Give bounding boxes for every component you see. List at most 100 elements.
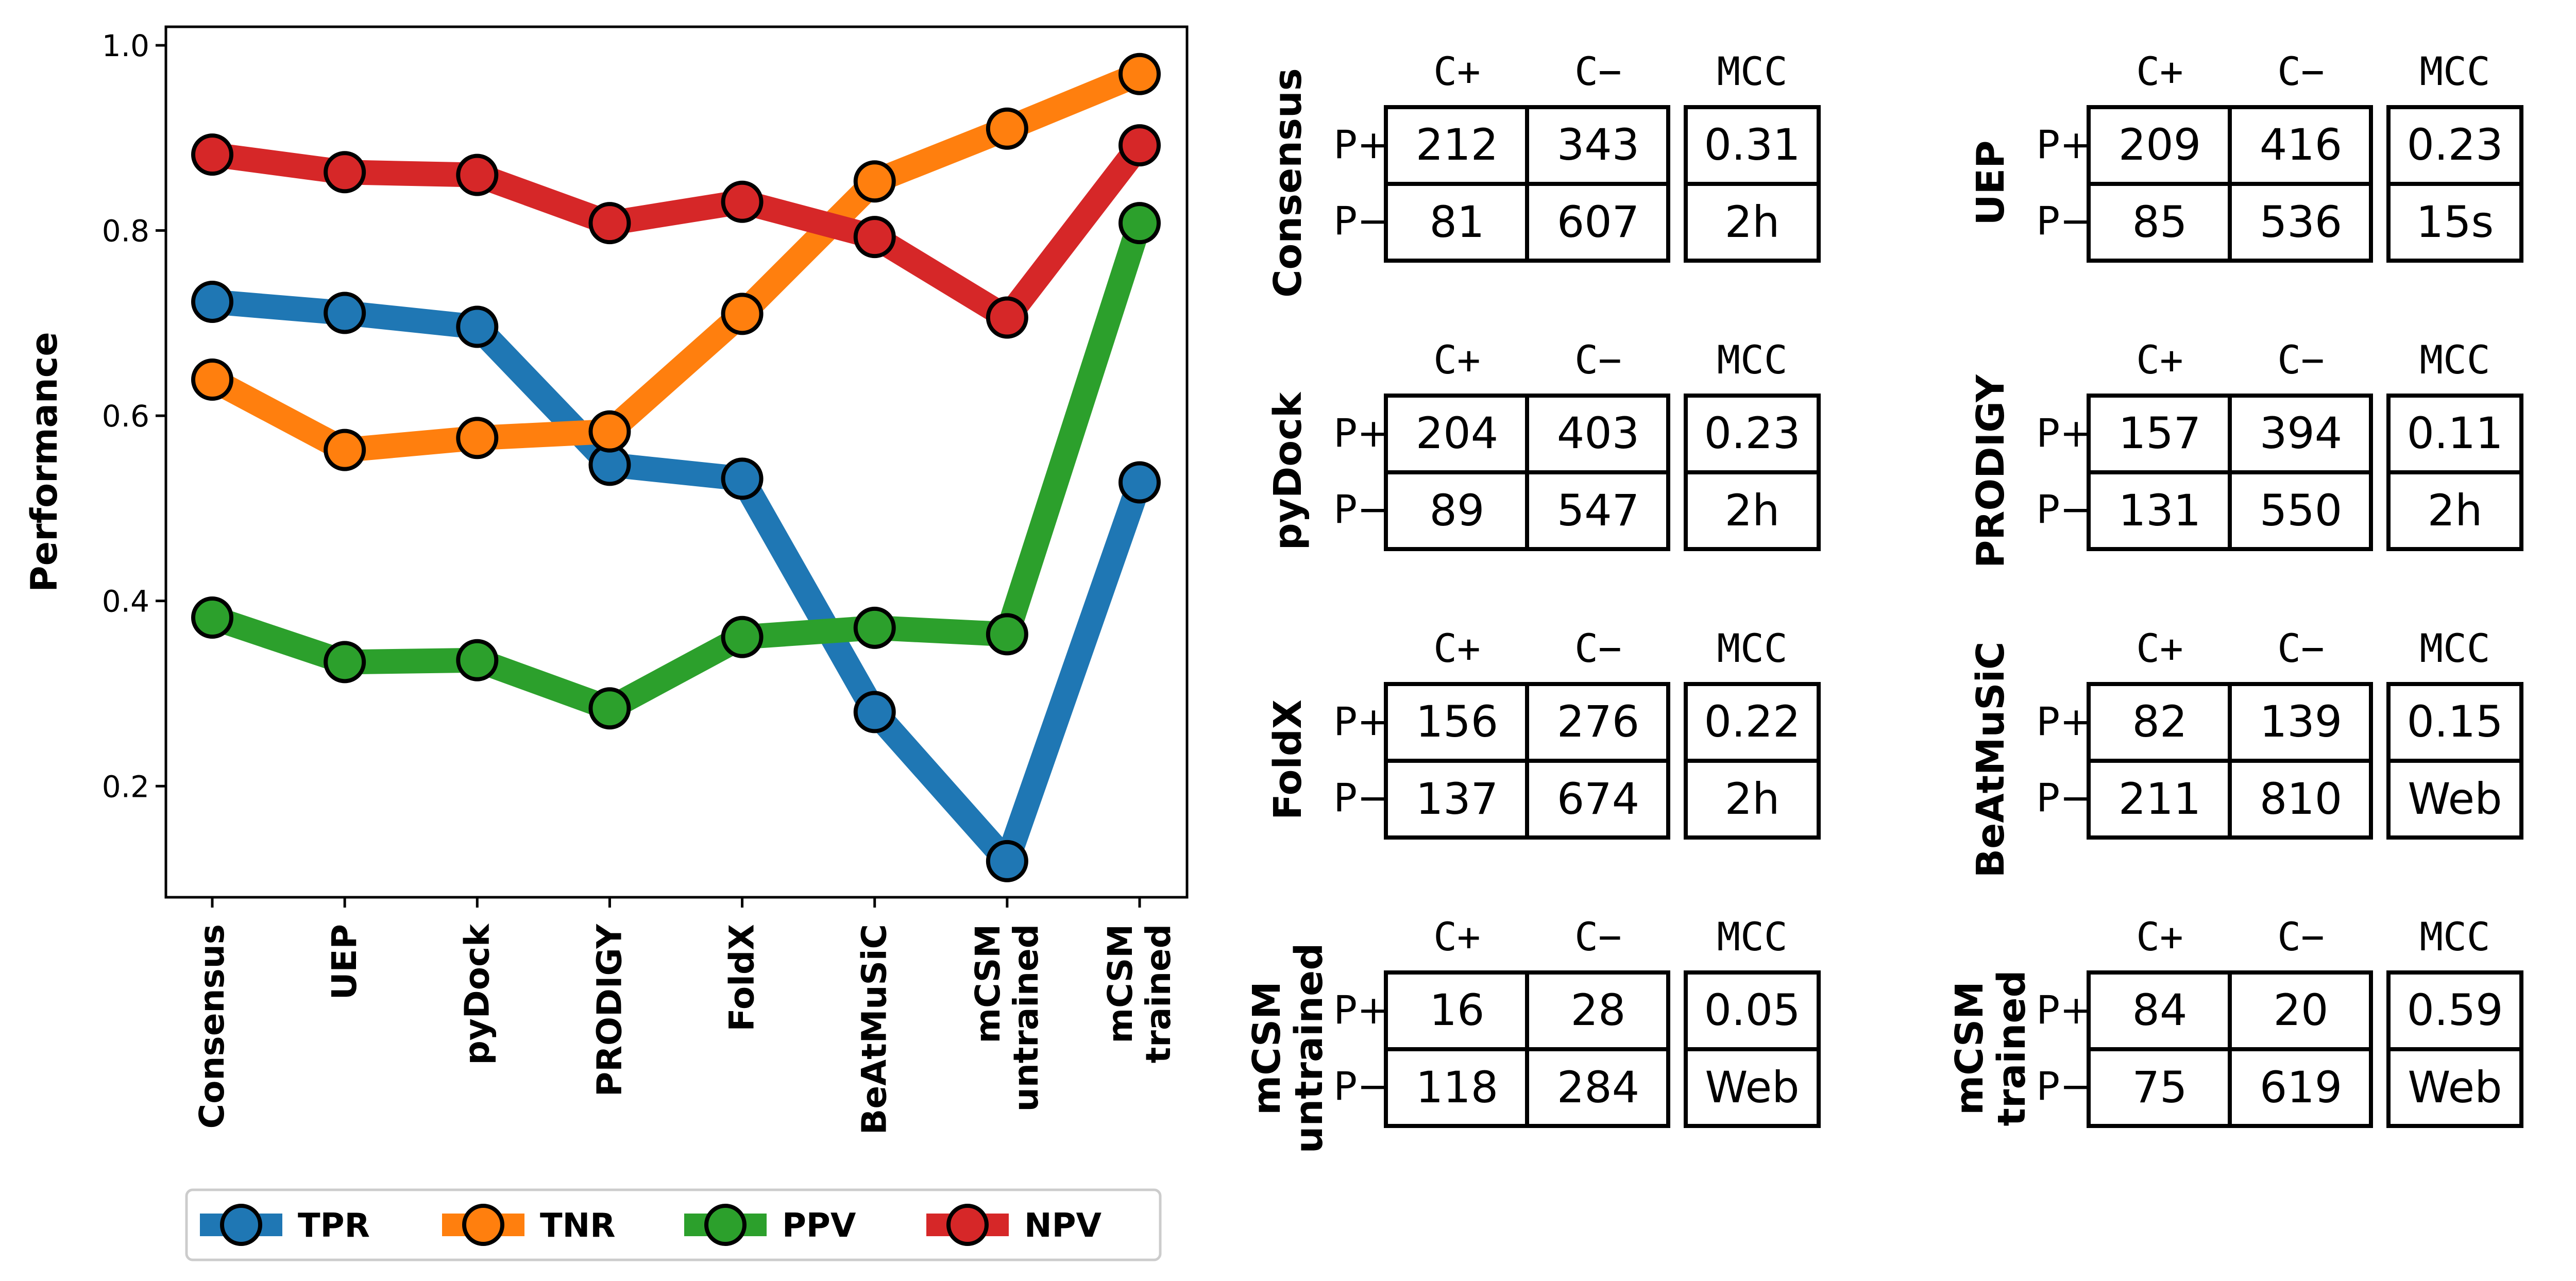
false-positive-cell: 276 [1557,696,1639,747]
series-ppv-point [324,641,366,684]
false-negative-cell: 81 [1430,197,1485,247]
row-header: P− [2036,775,2093,821]
x-axis: Consensus UEP pyDock PRODIGY FoldX BeAtMuSiC m… [192,897,1178,1135]
method-name-line: trained [1990,970,2034,1126]
x-tick-label: mCSMtrained [1100,924,1178,1063]
x-tick-label: BeAtMuSiC [855,924,894,1135]
column-header: C+ [1433,48,1481,94]
column-header: C+ [2136,337,2183,383]
true-negative-cell: 619 [2260,1062,2342,1113]
column-header: MCC [1717,914,1787,960]
x-tick-label-line: pyDock [457,923,497,1065]
runtime-value: 2h [1725,485,1780,536]
series-tpr-point [456,305,499,348]
legend-ppv-marker [704,1204,747,1246]
true-positive-cell: 16 [1430,985,1485,1035]
legend-tpr-label: TPR [298,1207,370,1245]
false-negative-cell: 89 [1430,485,1485,536]
table-panel: FoldX C+ C− MCC P+ P− 156 276 0.22 137 674 2h [1266,625,1821,840]
method-name-line: mCSM [1947,981,1992,1115]
table-panel: mCSMtrained C+ C− MCC P+ P− 84 20 0.59 75 619 Web [1947,914,2523,1128]
table-panel: Consensus C+ C− MCC P+ P− 212 343 0.31 81 607 2h [1266,48,1821,298]
mcc-value: 0.11 [2406,408,2503,458]
series-tnr-point [721,293,764,335]
column-header: MCC [2419,625,2490,671]
false-positive-cell: 139 [2260,696,2342,747]
method-name-line: PRODIGY [1969,374,2013,568]
series-ppv-point [588,687,631,730]
runtime-value: Web [2408,1062,2502,1113]
true-positive-cell: 212 [1416,119,1498,170]
x-tick-label-line: UEP [325,924,364,1000]
y-tick-label: 0.4 [102,584,149,619]
method-name: FoldX [1266,699,1310,820]
false-positive-cell: 403 [1557,408,1639,458]
series-tpr-point [986,840,1028,882]
method-name-line: untrained [1287,943,1331,1153]
series-tnr-point [1118,53,1161,95]
legend-npv-marker [946,1204,989,1246]
row-header: P− [1333,775,1390,821]
x-tick-label-line: Consensus [192,924,232,1129]
true-positive-cell: 209 [2119,119,2201,170]
x-tick-label: pyDock [457,923,497,1065]
false-positive-cell: 394 [2260,408,2342,458]
x-tick-label-line: mCSM [1100,924,1140,1044]
table-panel: mCSMuntrained C+ C− MCC P+ P− 16 28 0.05 118 284 We… [1245,914,1821,1153]
mcc-value: 0.31 [1704,119,1800,170]
column-header: C+ [1433,914,1481,960]
series-npv-point [986,296,1028,339]
y-tick-label: 0.8 [102,214,149,249]
column-header: C+ [2136,625,2183,671]
y-tick-label: 1.0 [102,28,149,63]
runtime-value: Web [1705,1062,1799,1113]
method-name: BeAtMuSiC [1969,642,2013,878]
mcc-value: 0.15 [2406,696,2503,747]
true-negative-cell: 284 [1557,1062,1639,1113]
true-negative-cell: 547 [1557,485,1639,536]
series-tpr-point [324,292,366,334]
legend-tpr-marker [220,1204,262,1246]
series-layer [191,53,1161,882]
x-tick-label-line: PRODIGY [589,924,629,1097]
runtime-value: 2h [1725,197,1780,247]
column-header: MCC [1717,337,1787,383]
true-negative-cell: 607 [1557,197,1639,247]
method-name-line: mCSM [1245,981,1289,1115]
legend-frame [185,1188,1162,1261]
y-axis-label: Performance [23,332,65,592]
contingency-tables: Consensus C+ C− MCC P+ P− 212 343 0.31 81 607 2h UEP… [1245,48,2523,1153]
table-panel: pyDock C+ C− MCC P+ P− 204 403 0.23 89 547 2h [1266,337,1821,551]
series-npv-line [210,138,1150,330]
column-header: C+ [1433,625,1481,671]
series-tnr-point [456,417,499,459]
true-positive-cell: 157 [2119,408,2201,458]
row-header: P− [1333,1063,1390,1109]
series-ppv-point [986,613,1028,656]
legend-ppv-label: PPV [782,1207,856,1245]
true-positive-cell: 156 [1416,696,1498,747]
column-header: C− [2277,48,2325,94]
x-tick-label: Consensus [192,924,232,1129]
x-tick-label: mCSMuntrained [968,924,1046,1112]
method-name: PRODIGY [1969,374,2013,568]
series-npv-point [456,153,499,196]
mcc-value: 0.23 [1704,408,1800,458]
method-name: Consensus [1266,68,1310,298]
method-name-line: UEP [1969,141,2013,226]
y-axis: 0.2 0.4 0.6 0.8 1.0 [102,28,166,804]
series-tnr-point [588,410,631,453]
legend-npv-label: NPV [1024,1207,1101,1245]
method-name: UEP [1969,141,2013,226]
x-tick-label-line: untrained [1006,924,1046,1112]
method-name-line: Consensus [1266,68,1310,298]
column-header: MCC [2419,914,2490,960]
series-tpr-line [211,289,1151,874]
true-positive-cell: 84 [2132,985,2188,1035]
method-name-line: pyDock [1266,391,1310,550]
row-header: P− [2036,1063,2093,1109]
mcc-value: 0.59 [2406,985,2503,1035]
column-header: C− [2277,625,2325,671]
row-header: P− [2036,486,2093,532]
